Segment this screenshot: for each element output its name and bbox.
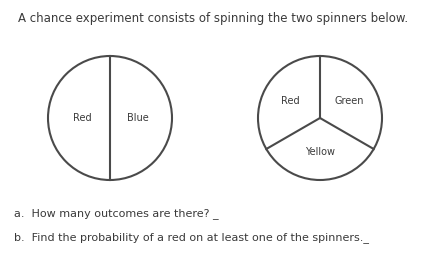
Circle shape — [48, 56, 172, 180]
Text: b.  Find the probability of a red on at least one of the spinners._: b. Find the probability of a red on at l… — [14, 232, 369, 243]
Text: a.  How many outcomes are there? _: a. How many outcomes are there? _ — [14, 208, 219, 219]
Text: Red: Red — [73, 113, 92, 123]
Text: Red: Red — [281, 96, 300, 106]
Text: Yellow: Yellow — [305, 147, 335, 157]
Text: Blue: Blue — [127, 113, 149, 123]
Circle shape — [258, 56, 382, 180]
Text: A chance experiment consists of spinning the two spinners below.: A chance experiment consists of spinning… — [18, 12, 408, 25]
Text: Green: Green — [335, 96, 364, 106]
